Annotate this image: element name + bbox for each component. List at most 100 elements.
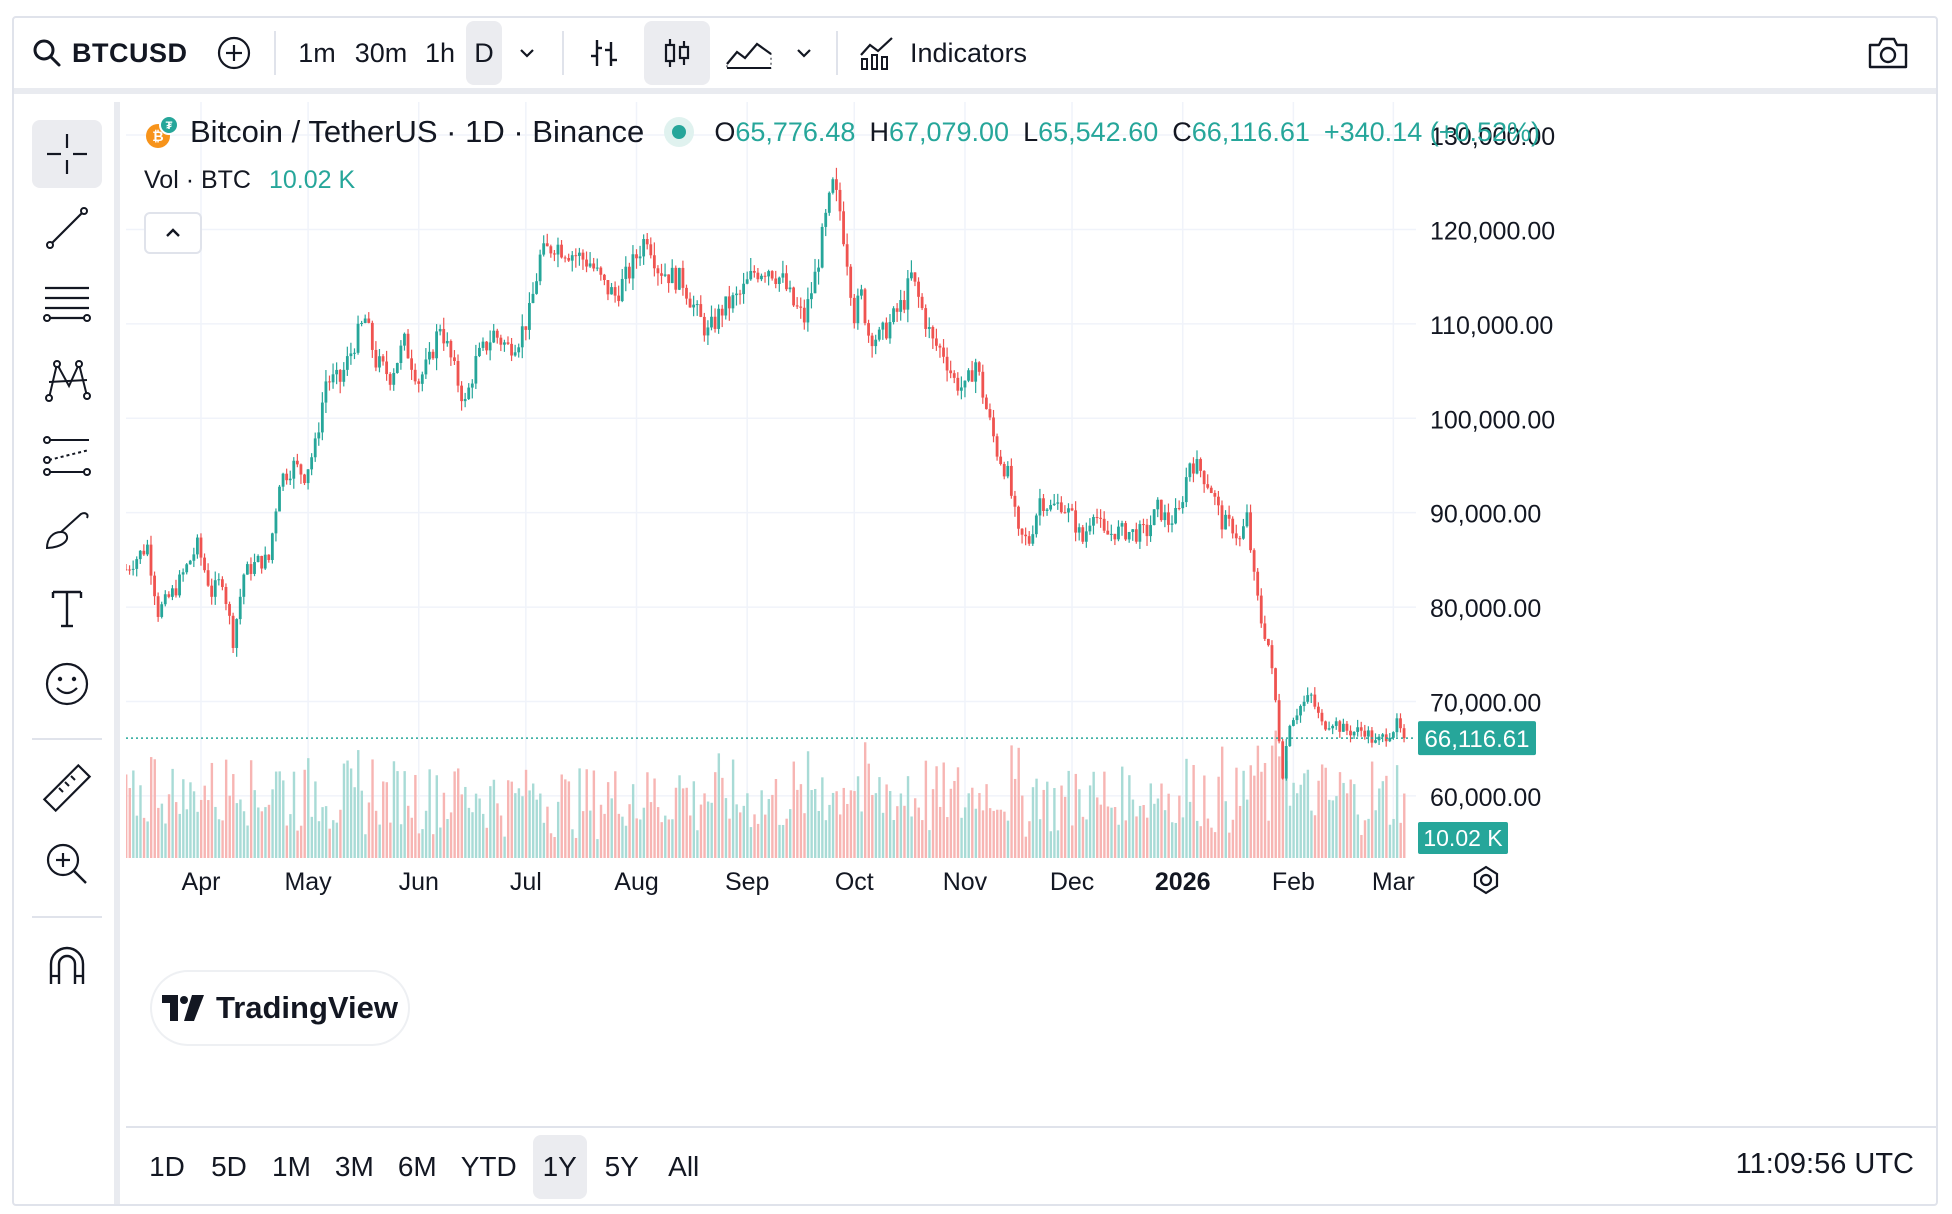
candle-body [1106, 530, 1110, 535]
candle-body [420, 374, 424, 384]
range-6m[interactable]: 6M [397, 1151, 437, 1182]
candle-body [317, 432, 321, 439]
candle-body [467, 387, 471, 399]
compare-symbol-button[interactable] [204, 21, 264, 85]
symbol-title[interactable]: Bitcoin / TetherUS · 1D · Binance [190, 114, 645, 149]
volume-bar [396, 771, 399, 858]
volume-bar [610, 798, 613, 858]
range-5y[interactable]: 5Y [604, 1151, 639, 1182]
chart-settings-icon[interactable] [1473, 865, 1499, 895]
volume-bar [1156, 798, 1160, 858]
chart-type-dropdown-button[interactable] [782, 21, 826, 85]
volume-bar [971, 787, 974, 858]
candle-body [610, 287, 613, 295]
candles-chart-type-button[interactable] [644, 21, 710, 85]
text-tool-button[interactable] [32, 574, 102, 642]
tradingview-logo-icon [161, 995, 204, 1021]
candle-body [970, 370, 974, 382]
volume-bar [714, 772, 717, 858]
volume-bar [521, 796, 524, 858]
interval-1m[interactable]: 1m [298, 37, 336, 68]
screenshot-button[interactable] [1858, 21, 1918, 85]
high-label: H [869, 116, 889, 147]
volume-bar [271, 789, 274, 858]
utc-clock[interactable]: 11:09:56 UTC [1735, 1148, 1914, 1180]
range-1y[interactable]: 1Y [532, 1135, 587, 1199]
chart-pane[interactable]: 66,116.61 10.02 K 130,000.00 120,000.00 110… [124, 102, 1936, 1122]
interval-dropdown-button[interactable] [502, 21, 552, 85]
candle-body [867, 323, 870, 336]
trend-line-tool-button[interactable] [32, 194, 102, 262]
interval-30m[interactable]: 30m [354, 37, 408, 68]
candle-body [1281, 741, 1285, 779]
volume-bar [1303, 773, 1306, 858]
volume-bar [317, 821, 321, 858]
fib-retracement-tool-button[interactable] [32, 270, 102, 338]
volume-bar [564, 779, 567, 858]
measure-tool-button[interactable] [32, 754, 102, 822]
interval-1h[interactable]: 1h [424, 37, 456, 68]
collapse-legend-button[interactable] [144, 212, 202, 254]
volume-bar [1035, 778, 1038, 858]
range-3m[interactable]: 3M [334, 1151, 374, 1182]
volume-bar [274, 771, 278, 858]
brush-tool-button[interactable] [32, 498, 102, 566]
area-chart-type-button[interactable] [716, 21, 782, 85]
market-status-icon[interactable] [662, 115, 696, 149]
interval-d[interactable]: D [466, 21, 502, 85]
volume-bar [653, 778, 656, 858]
volume-bar [382, 781, 385, 858]
candle-body [1195, 459, 1199, 474]
crosshair-tool-button[interactable] [32, 120, 102, 188]
candle-body [956, 377, 960, 391]
price-chart[interactable]: 66,116.61 10.02 K 130,000.00 120,000.00 110… [124, 102, 1936, 1122]
volume-bar [949, 788, 953, 858]
symbol-search-button[interactable]: BTCUSD [14, 21, 204, 85]
candle-body [281, 473, 285, 487]
emoji-tool-button[interactable] [32, 650, 102, 718]
candle-body [1052, 503, 1056, 506]
indicators-button[interactable]: Indicators [848, 21, 1037, 85]
volume-bar [621, 816, 624, 858]
volume-bar [853, 791, 856, 858]
candle-body [713, 316, 717, 329]
toolbar-separator [562, 31, 564, 75]
candle-body [481, 341, 485, 348]
crosshair-icon [47, 134, 87, 174]
volume-bar [567, 781, 571, 858]
volume-bar [403, 771, 406, 858]
candle-body [660, 273, 663, 276]
x-tick-label: Sep [725, 868, 769, 896]
volume-bar [810, 790, 813, 858]
pattern-tool-button[interactable] [32, 346, 102, 414]
volume-bar [1317, 780, 1320, 858]
candle-body [492, 330, 496, 343]
magnet-tool-button[interactable] [32, 932, 102, 1000]
bar-chart-type-button[interactable] [574, 21, 634, 85]
candle-body [1395, 718, 1399, 733]
volume-bar [1274, 730, 1277, 858]
tradingview-watermark[interactable]: TradingView [152, 972, 408, 1044]
range-ytd[interactable]: YTD [460, 1151, 517, 1182]
candle-body [802, 307, 806, 323]
volume-label[interactable]: Vol · BTC [144, 166, 251, 194]
volume-bar [814, 788, 817, 858]
forecast-tool-button[interactable] [32, 422, 102, 490]
volume-bar [192, 791, 196, 858]
range-1m[interactable]: 1M [272, 1151, 311, 1182]
last-price-line: 66,116.61 10.02 K [126, 721, 1536, 854]
volume-bar [1242, 770, 1245, 858]
candle-body [1042, 498, 1045, 511]
range-all[interactable]: All [668, 1151, 700, 1182]
volume-bar [432, 834, 435, 858]
zoom-in-tool-button[interactable] [32, 830, 102, 898]
candle-body [720, 308, 724, 316]
candle-body [1181, 502, 1185, 509]
candle-body [324, 381, 328, 403]
range-1d[interactable]: 1D [149, 1151, 185, 1182]
candle-body [592, 263, 596, 269]
candle-body [1131, 529, 1135, 533]
chevron-down-icon [797, 49, 811, 58]
y-tick-label: 120,000.00 [1430, 217, 1555, 245]
range-5d[interactable]: 5D [211, 1151, 247, 1182]
